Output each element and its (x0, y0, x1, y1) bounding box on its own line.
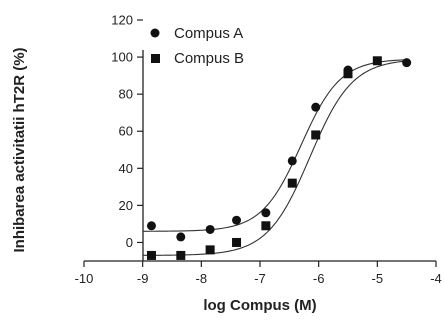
data-point-compus-a (402, 58, 412, 68)
data-point-compus-b (261, 221, 271, 231)
y-axis-title: Inhibarea activitatii hT2R (%) (11, 47, 28, 252)
x-tick-label: -5 (372, 271, 384, 286)
x-axis: -10 -9 -8 -7 -6 -5 -4 (75, 260, 442, 286)
legend: Compus A Compus B (150, 25, 244, 67)
fit-curve-series-2 (142, 60, 407, 256)
data-point-compus-b (205, 245, 215, 255)
data-point-compus-b (146, 250, 156, 260)
data-point-compus-a (311, 102, 321, 112)
data-point-compus-b (372, 56, 382, 66)
y-tick-label: 100 (111, 50, 133, 65)
x-tick-label: -10 (75, 271, 94, 286)
y-tick-label: 40 (119, 161, 133, 176)
legend-marker-compus-a (150, 28, 160, 38)
y-tick-label: 120 (111, 13, 133, 28)
y-tick-label: 0 (126, 235, 133, 250)
x-tick-label: -8 (196, 271, 208, 286)
fit-curve-series-1 (142, 59, 407, 232)
x-tick-label: -7 (254, 271, 266, 286)
x-axis-title: log Compus (M) (203, 297, 316, 314)
data-point-compus-b (232, 237, 242, 247)
x-tick-label: -6 (313, 271, 325, 286)
data-point-compus-a (232, 215, 242, 225)
data-point-compus-b (176, 250, 186, 260)
data-points (146, 56, 412, 260)
data-point-compus-b (311, 130, 321, 140)
data-point-compus-a (176, 232, 186, 242)
data-point-compus-a (205, 224, 215, 234)
data-point-compus-a (287, 156, 297, 166)
data-point-compus-b (287, 178, 297, 188)
data-point-compus-b (343, 69, 353, 79)
x-tick-label: -4 (430, 271, 442, 286)
data-point-compus-a (261, 208, 271, 218)
y-tick-label: 80 (119, 87, 133, 102)
legend-label-compus-b: Compus B (174, 50, 244, 67)
legend-marker-compus-b (151, 54, 160, 63)
y-tick-label: 20 (119, 198, 133, 213)
y-axis: 0 20 40 60 80 100 120 (111, 13, 144, 261)
legend-label-compus-a: Compus A (174, 25, 243, 42)
data-point-compus-a (146, 221, 156, 231)
x-tick-label: -9 (137, 271, 149, 286)
fit-curves (142, 59, 407, 256)
y-tick-label: 60 (119, 124, 133, 139)
